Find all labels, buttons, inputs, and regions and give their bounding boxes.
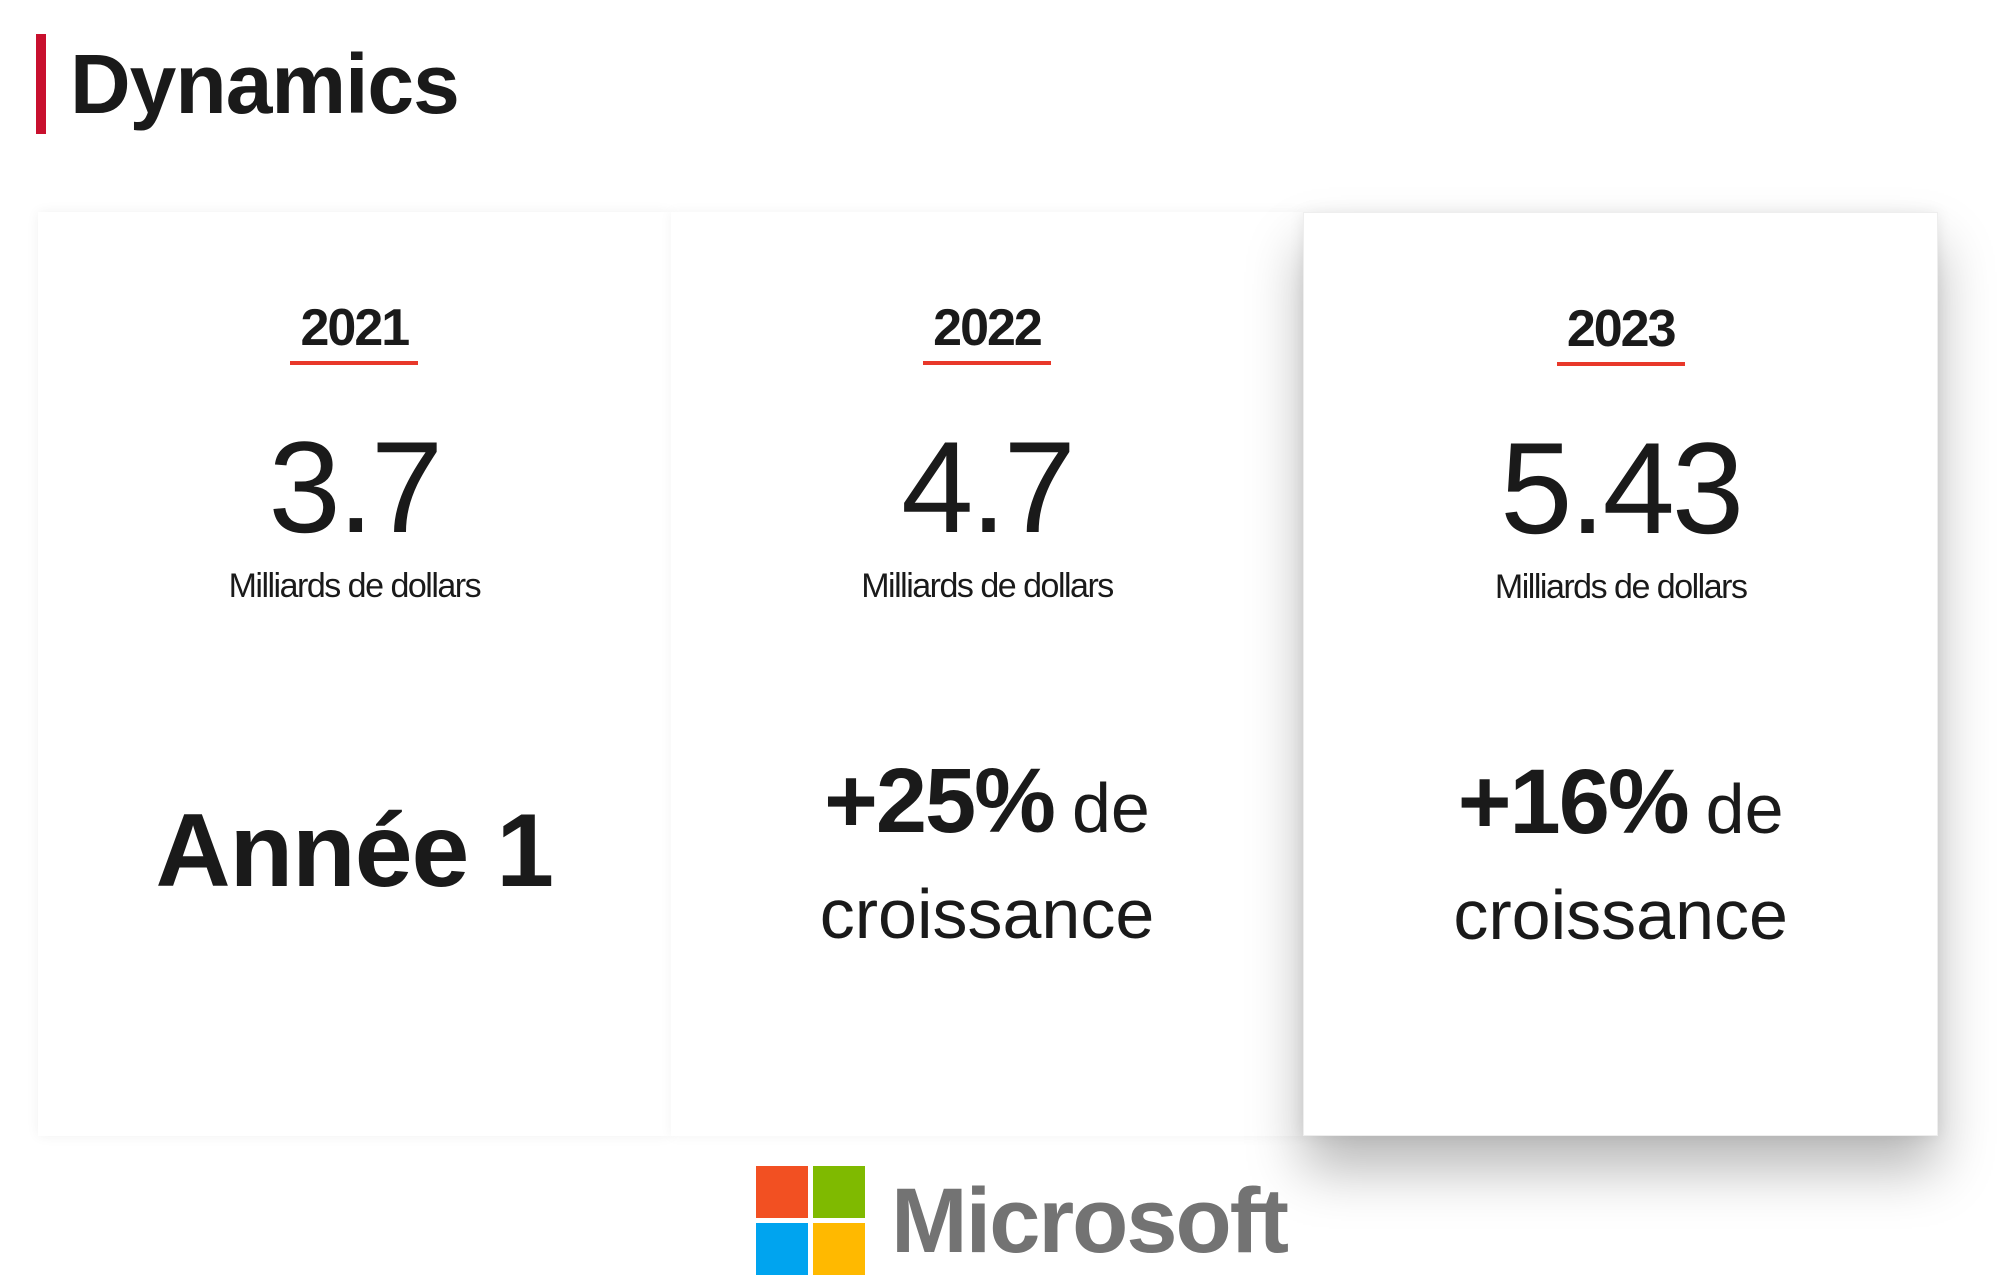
growth-percent: +16% <box>1457 751 1690 853</box>
logo-text: Microsoft <box>891 1169 1289 1272</box>
page-title: Dynamics <box>70 36 460 131</box>
growth-percent: +25% <box>824 750 1056 852</box>
logo-square-yellow <box>813 1223 865 1275</box>
card-value: 4.7 <box>901 414 1076 560</box>
title-accent-bar <box>36 34 46 134</box>
logo-square-red <box>756 1166 808 1218</box>
growth-word: croissance <box>1453 876 1788 954</box>
stat-card-2022: 2022 4.7 Milliards de dollars +25% de cro… <box>670 212 1304 1136</box>
logo-square-green <box>813 1166 865 1218</box>
card-year: 2023 <box>1556 300 1685 367</box>
stat-cards: 2021 3.7 Milliards de dollars Année 1 20… <box>38 212 1939 1136</box>
growth-word: croissance <box>819 875 1155 953</box>
microsoft-logo: Microsoft <box>756 1166 1289 1275</box>
card-note: Année 1 <box>155 793 555 909</box>
card-value: 5.43 <box>1500 415 1744 561</box>
card-value: 3.7 <box>268 414 443 560</box>
page-header: Dynamics <box>36 34 460 134</box>
card-unit: Milliards de dollars <box>1494 568 1748 606</box>
growth-de: de <box>1705 770 1784 848</box>
card-unit: Milliards de dollars <box>861 567 1114 605</box>
growth-de: de <box>1072 769 1150 847</box>
logo-square-blue <box>756 1223 808 1275</box>
card-growth: +16% de croissance <box>1304 733 1937 968</box>
stat-card-2023: 2023 5.43 Milliards de dollars +16% de cr… <box>1303 212 1939 1136</box>
card-year: 2022 <box>923 299 1051 366</box>
card-unit: Milliards de dollars <box>228 567 482 605</box>
stat-card-2021: 2021 3.7 Milliards de dollars Année 1 <box>38 212 671 1136</box>
card-year: 2021 <box>290 299 419 366</box>
card-growth: +25% de croissance <box>671 732 1304 967</box>
microsoft-logo-icon <box>756 1166 865 1275</box>
